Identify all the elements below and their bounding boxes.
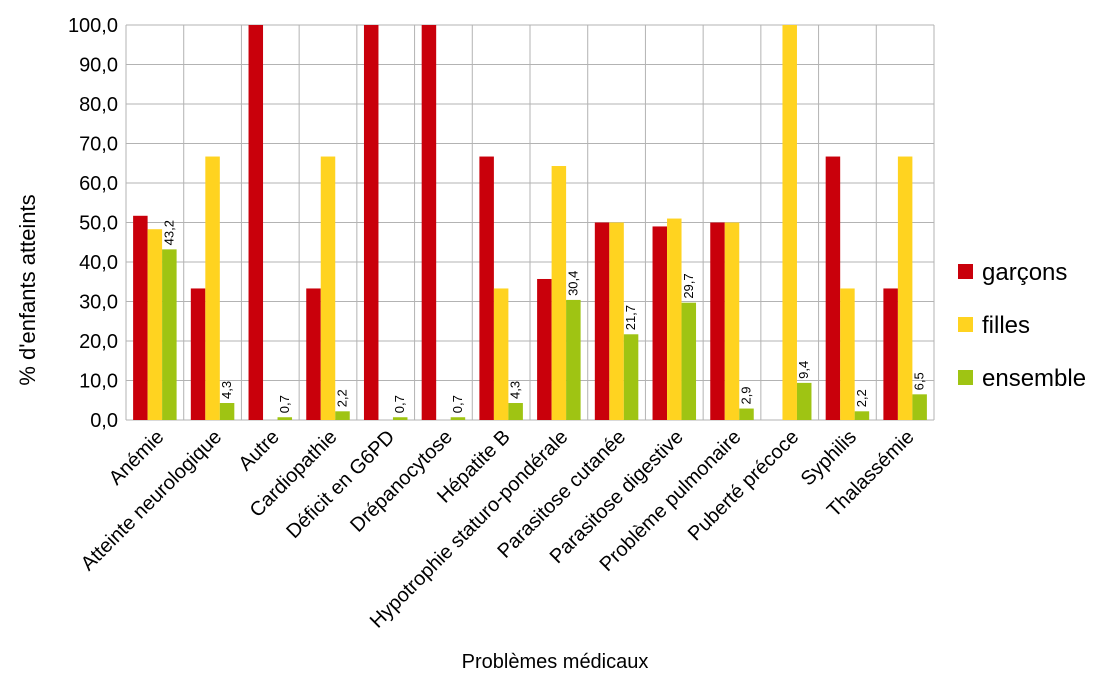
data-label: 0,7 xyxy=(277,395,292,413)
legend: garçons filles ensemble xyxy=(958,259,1086,392)
bar-garçons xyxy=(133,215,148,420)
bar-garçons xyxy=(825,156,841,420)
bar-garçons xyxy=(306,288,321,420)
legend-swatch-garçons xyxy=(958,264,973,279)
bar-ensemble xyxy=(566,299,581,420)
x-tick-label: Drépanocytose xyxy=(346,426,457,537)
legend-label: garçons xyxy=(982,259,1067,286)
bar-filles xyxy=(551,166,567,420)
y-tick-label: 100,0 xyxy=(68,15,118,37)
x-axis-title: Problèmes médicaux xyxy=(462,651,649,673)
bar-garçons xyxy=(537,278,552,420)
y-tick-label: 30,0 xyxy=(79,292,118,314)
bar-garçons xyxy=(479,156,494,420)
y-axis-title: % d'enfants atteints xyxy=(15,194,40,385)
y-tick-label: 40,0 xyxy=(79,252,118,274)
bar-ensemble xyxy=(277,417,293,420)
bar-ensemble xyxy=(912,394,927,420)
bar-garçons xyxy=(421,25,437,420)
y-tick-label: 90,0 xyxy=(79,55,118,77)
bar-garçons xyxy=(652,226,668,420)
gridlines xyxy=(125,24,935,421)
data-label: 4,3 xyxy=(219,381,234,399)
bar-ensemble xyxy=(623,334,639,420)
legend-swatch-ensemble xyxy=(958,370,973,385)
y-tick-label: 80,0 xyxy=(79,94,118,116)
bar-ensemble xyxy=(508,403,523,420)
data-label: 9,4 xyxy=(796,361,811,379)
bar-ensemble xyxy=(854,411,870,420)
x-tick-label: Autre xyxy=(234,426,283,475)
bar-garçons xyxy=(710,222,725,420)
bar-ensemble xyxy=(796,382,812,420)
bar-ensemble xyxy=(739,408,754,420)
data-label: 0,7 xyxy=(392,395,407,413)
data-labels: 43,2 4,3 0,7 2,2 0,7 0,7 4,3 30,4 21,7 29,7 2,9 9,4… xyxy=(161,220,926,413)
data-label: 2,2 xyxy=(335,389,350,407)
bar-ensemble xyxy=(450,417,466,420)
bar-filles xyxy=(782,25,797,420)
y-axis-tick-labels: 0,0 10,0 20,0 30,0 40,0 50,0 60,0 70,0 80,0 90,0 1… xyxy=(68,15,118,432)
bars xyxy=(133,25,927,420)
legend-label: filles xyxy=(982,312,1030,339)
bar-garçons xyxy=(883,288,898,420)
data-label: 2,9 xyxy=(739,386,754,404)
data-label: 43,2 xyxy=(161,220,176,245)
y-tick-label: 10,0 xyxy=(79,371,118,393)
bar-filles xyxy=(493,288,509,420)
y-tick-label: 20,0 xyxy=(79,331,118,353)
bar-filles xyxy=(724,222,740,420)
y-tick-label: 60,0 xyxy=(79,173,118,195)
bar-filles xyxy=(205,156,220,420)
bar-filles xyxy=(609,222,624,420)
bar-garçons xyxy=(190,288,206,420)
data-label: 6,5 xyxy=(912,372,927,390)
bar-ensemble xyxy=(219,403,235,420)
data-label: 30,4 xyxy=(565,271,580,296)
y-tick-label: 70,0 xyxy=(79,134,118,156)
bar-ensemble xyxy=(162,249,177,420)
bar-filles xyxy=(897,156,913,420)
bar-garçons xyxy=(363,25,379,420)
data-label: 2,2 xyxy=(854,389,869,407)
legend-label: ensemble xyxy=(982,365,1086,392)
bar-filles xyxy=(320,156,336,420)
data-label: 0,7 xyxy=(450,395,465,413)
y-tick-label: 50,0 xyxy=(79,213,118,235)
legend-swatch-filles xyxy=(958,317,973,332)
data-label: 29,7 xyxy=(681,273,696,298)
bar-garçons xyxy=(594,222,610,420)
bar-filles xyxy=(667,218,682,420)
bar-ensemble xyxy=(392,417,408,420)
bar-filles xyxy=(147,229,163,420)
bar-filles xyxy=(840,288,855,420)
y-tick-label: 0,0 xyxy=(90,410,118,432)
data-label: 4,3 xyxy=(508,381,523,399)
data-label: 21,7 xyxy=(623,305,638,330)
x-tick-label: Puberté précoce xyxy=(684,426,803,545)
bar-garçons xyxy=(248,25,264,420)
bar-ensemble xyxy=(681,302,697,420)
bar-ensemble xyxy=(335,411,350,420)
